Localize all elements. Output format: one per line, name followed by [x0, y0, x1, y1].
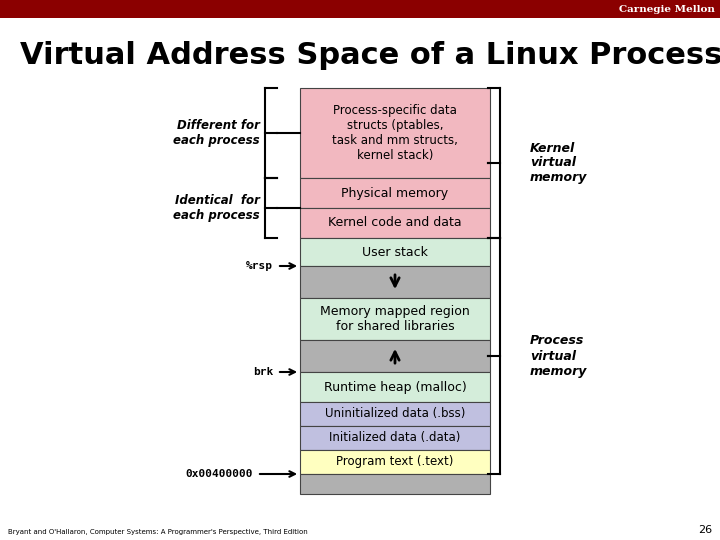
- Text: Carnegie Mellon: Carnegie Mellon: [619, 4, 715, 14]
- Text: User stack: User stack: [362, 246, 428, 259]
- Bar: [300, 474, 490, 494]
- Text: Kernel
virtual
memory: Kernel virtual memory: [530, 141, 588, 185]
- Bar: [300, 298, 490, 340]
- Text: Runtime heap (malloc): Runtime heap (malloc): [323, 381, 467, 394]
- Text: Virtual Address Space of a Linux Process: Virtual Address Space of a Linux Process: [20, 40, 720, 70]
- Text: Uninitialized data (.bss): Uninitialized data (.bss): [325, 408, 465, 421]
- Bar: [300, 426, 490, 450]
- Text: 26: 26: [698, 525, 712, 535]
- Bar: [300, 450, 490, 474]
- Text: %rsp: %rsp: [246, 261, 273, 271]
- Text: Identical  for
each process: Identical for each process: [174, 194, 260, 222]
- Bar: [300, 238, 490, 266]
- Bar: [300, 340, 490, 372]
- Text: Different for
each process: Different for each process: [174, 119, 260, 147]
- Bar: [300, 88, 490, 178]
- Bar: [300, 402, 490, 426]
- Bar: [300, 372, 490, 402]
- Text: Process
virtual
memory: Process virtual memory: [530, 334, 588, 377]
- Bar: [300, 178, 490, 208]
- Text: brk: brk: [253, 367, 273, 377]
- Text: Program text (.text): Program text (.text): [336, 456, 454, 469]
- Text: Process-specific data
structs (ptables,
task and mm structs,
kernel stack): Process-specific data structs (ptables, …: [332, 104, 458, 162]
- Text: Kernel code and data: Kernel code and data: [328, 217, 462, 230]
- Text: Physical memory: Physical memory: [341, 186, 449, 199]
- Text: Memory mapped region
for shared libraries: Memory mapped region for shared librarie…: [320, 305, 470, 333]
- Text: Bryant and O'Hallaron, Computer Systems: A Programmer's Perspective, Third Editi: Bryant and O'Hallaron, Computer Systems:…: [8, 529, 307, 535]
- Bar: [300, 208, 490, 238]
- Text: 0x00400000: 0x00400000: [186, 469, 253, 479]
- Bar: [0, 0, 720, 18]
- Text: Initialized data (.data): Initialized data (.data): [329, 431, 461, 444]
- Bar: [300, 266, 490, 298]
